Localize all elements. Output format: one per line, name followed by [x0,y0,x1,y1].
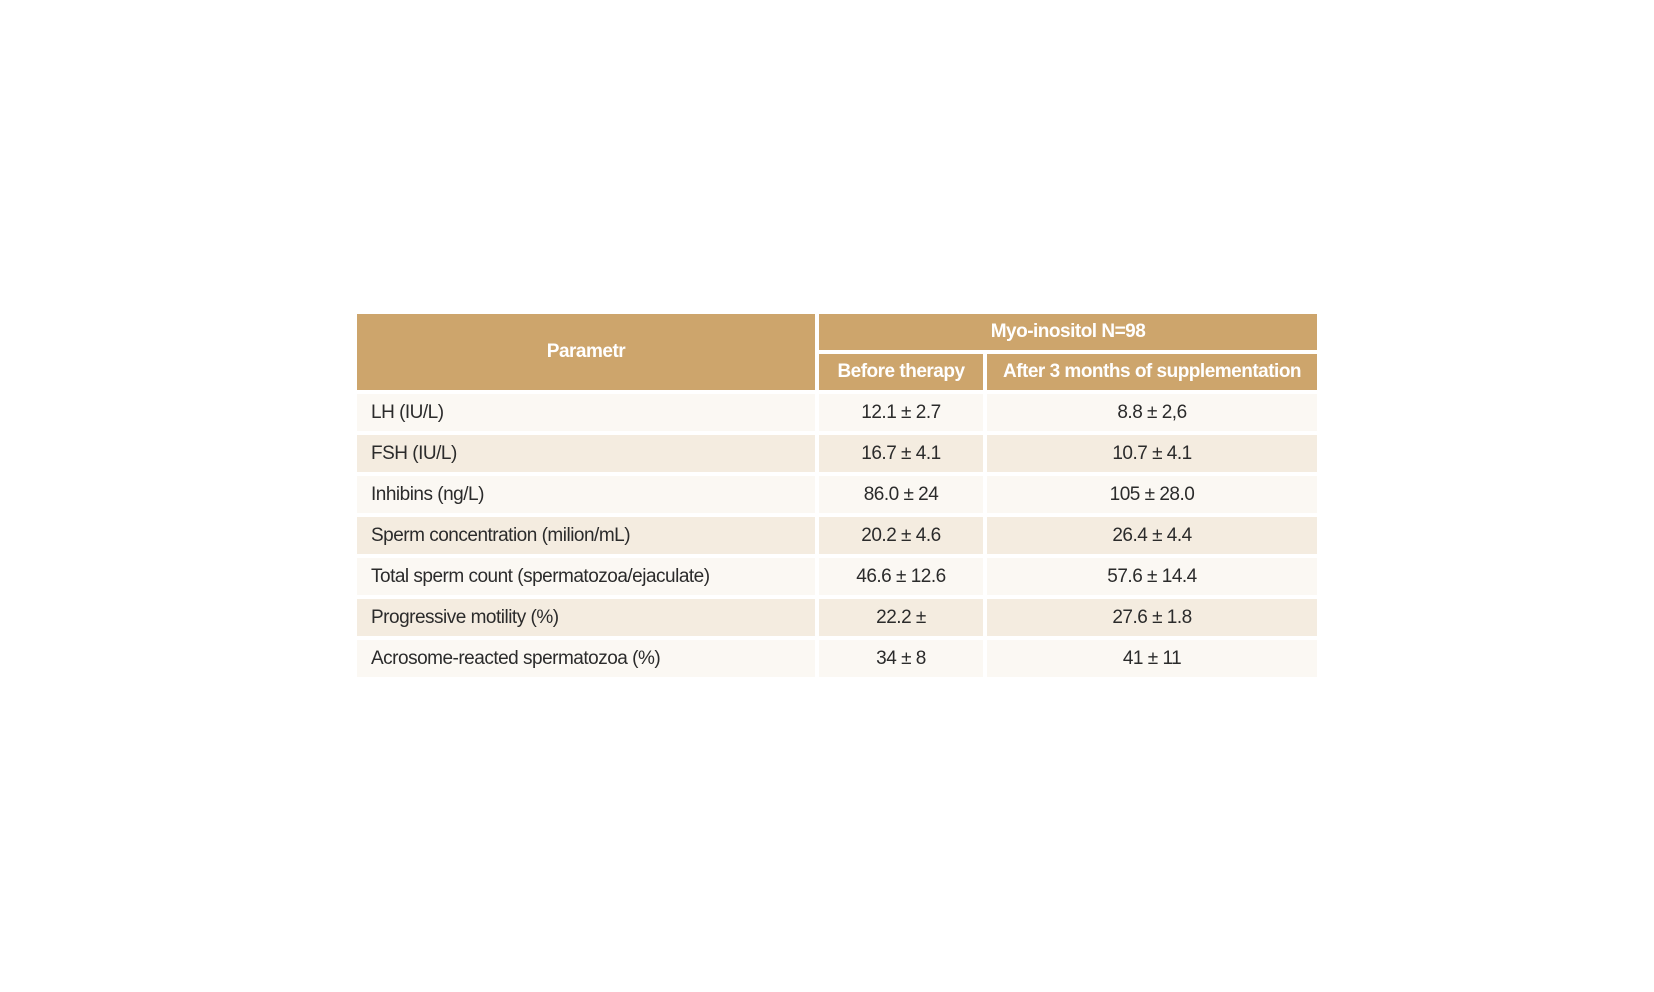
row-before: 16.7 ± 4.1 [819,435,983,472]
header-parameter: Parametr [357,314,815,390]
table-row: FSH (IU/L) 16.7 ± 4.1 10.7 ± 4.1 [357,435,1318,472]
row-after: 105 ± 28.0 [987,476,1318,513]
row-parameter: FSH (IU/L) [357,435,815,472]
table-row: Acrosome-reacted spermatozoa (%) 34 ± 8 … [357,640,1318,677]
row-before: 12.1 ± 2.7 [819,394,983,431]
header-after: After 3 months of supplementation [987,354,1318,390]
table-body: LH (IU/L) 12.1 ± 2.7 8.8 ± 2,6 FSH (IU/L… [357,394,1318,677]
row-before: 46.6 ± 12.6 [819,558,983,595]
row-before: 20.2 ± 4.6 [819,517,983,554]
row-parameter: Inhibins (ng/L) [357,476,815,513]
row-parameter: LH (IU/L) [357,394,815,431]
row-after: 26.4 ± 4.4 [987,517,1318,554]
table-header: Parametr Myo-inositol N=98 Before therap… [357,314,1318,390]
table-row: Total sperm count (spermatozoa/ejaculate… [357,558,1318,595]
row-after: 41 ± 11 [987,640,1318,677]
row-after: 10.7 ± 4.1 [987,435,1318,472]
row-before: 34 ± 8 [819,640,983,677]
row-parameter: Progressive motility (%) [357,599,815,636]
table-row: LH (IU/L) 12.1 ± 2.7 8.8 ± 2,6 [357,394,1318,431]
row-parameter: Acrosome-reacted spermatozoa (%) [357,640,815,677]
table-row: Progressive motility (%) 22.2 ± 27.6 ± 1… [357,599,1318,636]
row-parameter: Sperm concentration (milion/mL) [357,517,815,554]
row-after: 57.6 ± 14.4 [987,558,1318,595]
header-before: Before therapy [819,354,983,390]
results-table-container: Parametr Myo-inositol N=98 Before therap… [357,314,1318,681]
table-row: Sperm concentration (milion/mL) 20.2 ± 4… [357,517,1318,554]
row-after: 8.8 ± 2,6 [987,394,1318,431]
row-before: 86.0 ± 24 [819,476,983,513]
row-before: 22.2 ± [819,599,983,636]
row-after: 27.6 ± 1.8 [987,599,1318,636]
row-parameter: Total sperm count (spermatozoa/ejaculate… [357,558,815,595]
header-group: Myo-inositol N=98 [819,314,1318,350]
results-table: Parametr Myo-inositol N=98 Before therap… [353,310,1321,681]
table-row: Inhibins (ng/L) 86.0 ± 24 105 ± 28.0 [357,476,1318,513]
